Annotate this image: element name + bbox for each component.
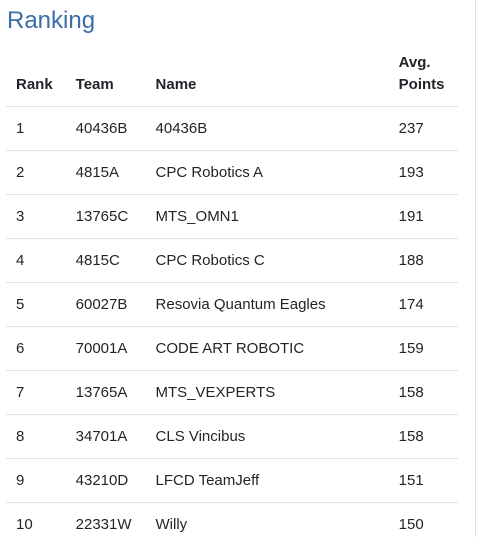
- points-cell: 193: [388, 150, 458, 195]
- table-row: 1 40436B 40436B 237: [6, 106, 458, 151]
- name-cell: CPC Robotics A: [145, 150, 389, 195]
- column-header-avg-points: Avg. Points: [388, 52, 458, 107]
- rank-cell: 5: [6, 282, 66, 327]
- table-row: 8 34701A CLS Vincibus 158: [6, 414, 458, 459]
- page-title: Ranking: [7, 7, 96, 34]
- name-cell: LFCD TeamJeff: [145, 458, 389, 503]
- team-cell: 70001A: [65, 326, 146, 371]
- rank-cell: 8: [6, 414, 66, 459]
- points-cell: 188: [388, 238, 458, 283]
- name-cell: CPC Robotics C: [145, 238, 389, 283]
- table-row: 7 13765A MTS_VEXPERTS 158: [6, 370, 458, 415]
- name-cell: MTS_VEXPERTS: [145, 370, 389, 415]
- table-row: 3 13765C MTS_OMN1 191: [6, 194, 458, 239]
- points-cell: 237: [388, 106, 458, 151]
- column-header-rank: Rank: [6, 52, 66, 107]
- table-header: Rank Team Name Avg. Points: [6, 52, 458, 107]
- rank-cell: 9: [6, 458, 66, 503]
- rank-cell: 7: [6, 370, 66, 415]
- table-row: 4 4815C CPC Robotics C 188: [6, 238, 458, 283]
- name-cell: Willy: [155, 515, 188, 533]
- name-cell: Resovia Quantum Eagles: [145, 282, 389, 327]
- avg-points-label-line2: Points: [398, 76, 445, 93]
- table-row: 5 60027B Resovia Quantum Eagles 174: [6, 282, 458, 327]
- points-cell: 159: [388, 326, 458, 371]
- rank-cell: 2: [6, 150, 66, 195]
- team-cell: 22331W: [75, 515, 132, 533]
- team-cell: 13765C: [65, 194, 146, 239]
- name-cell: 40436B: [145, 106, 389, 151]
- column-header-name: Name: [145, 52, 389, 107]
- team-cell: 4815A: [65, 150, 146, 195]
- name-cell: CLS Vincibus: [145, 414, 389, 459]
- table-row: 10 22331W Willy 150: [6, 503, 458, 537]
- team-cell: 40436B: [65, 106, 146, 151]
- table-row: 9 43210D LFCD TeamJeff 151: [6, 458, 458, 503]
- table-row: 2 4815A CPC Robotics A 193: [6, 150, 458, 195]
- team-cell: 13765A: [65, 370, 146, 415]
- team-cell: 34701A: [65, 414, 146, 459]
- rank-cell: 6: [6, 326, 66, 371]
- points-cell: 151: [388, 458, 458, 503]
- points-cell: 158: [388, 414, 458, 459]
- rank-cell: 10: [16, 515, 33, 533]
- points-cell: 191: [388, 194, 458, 239]
- name-cell: MTS_OMN1: [145, 194, 389, 239]
- avg-points-label-line1: Avg.: [398, 54, 431, 71]
- points-cell: 158: [388, 370, 458, 415]
- team-cell: 60027B: [65, 282, 146, 327]
- team-cell: 4815C: [65, 238, 146, 283]
- points-cell: 150: [398, 515, 424, 533]
- table-row: 6 70001A CODE ART ROBOTIC 159: [6, 326, 458, 371]
- rank-cell: 3: [6, 194, 66, 239]
- table-body: 1 40436B 40436B 237 2 4815A CPC Robotics A 193 3…: [6, 106, 458, 537]
- points-cell: 174: [388, 282, 458, 327]
- team-cell: 43210D: [65, 458, 146, 503]
- column-header-team: Team: [65, 52, 146, 107]
- panel-divider: [475, 0, 476, 537]
- name-cell: CODE ART ROBOTIC: [145, 326, 389, 371]
- header-row: Rank Team Name Avg. Points: [6, 52, 458, 107]
- rank-cell: 1: [6, 106, 66, 151]
- rank-cell: 4: [6, 238, 66, 283]
- ranking-table: Rank Team Name Avg. Points 1 40436B 40436B 2…: [6, 52, 458, 537]
